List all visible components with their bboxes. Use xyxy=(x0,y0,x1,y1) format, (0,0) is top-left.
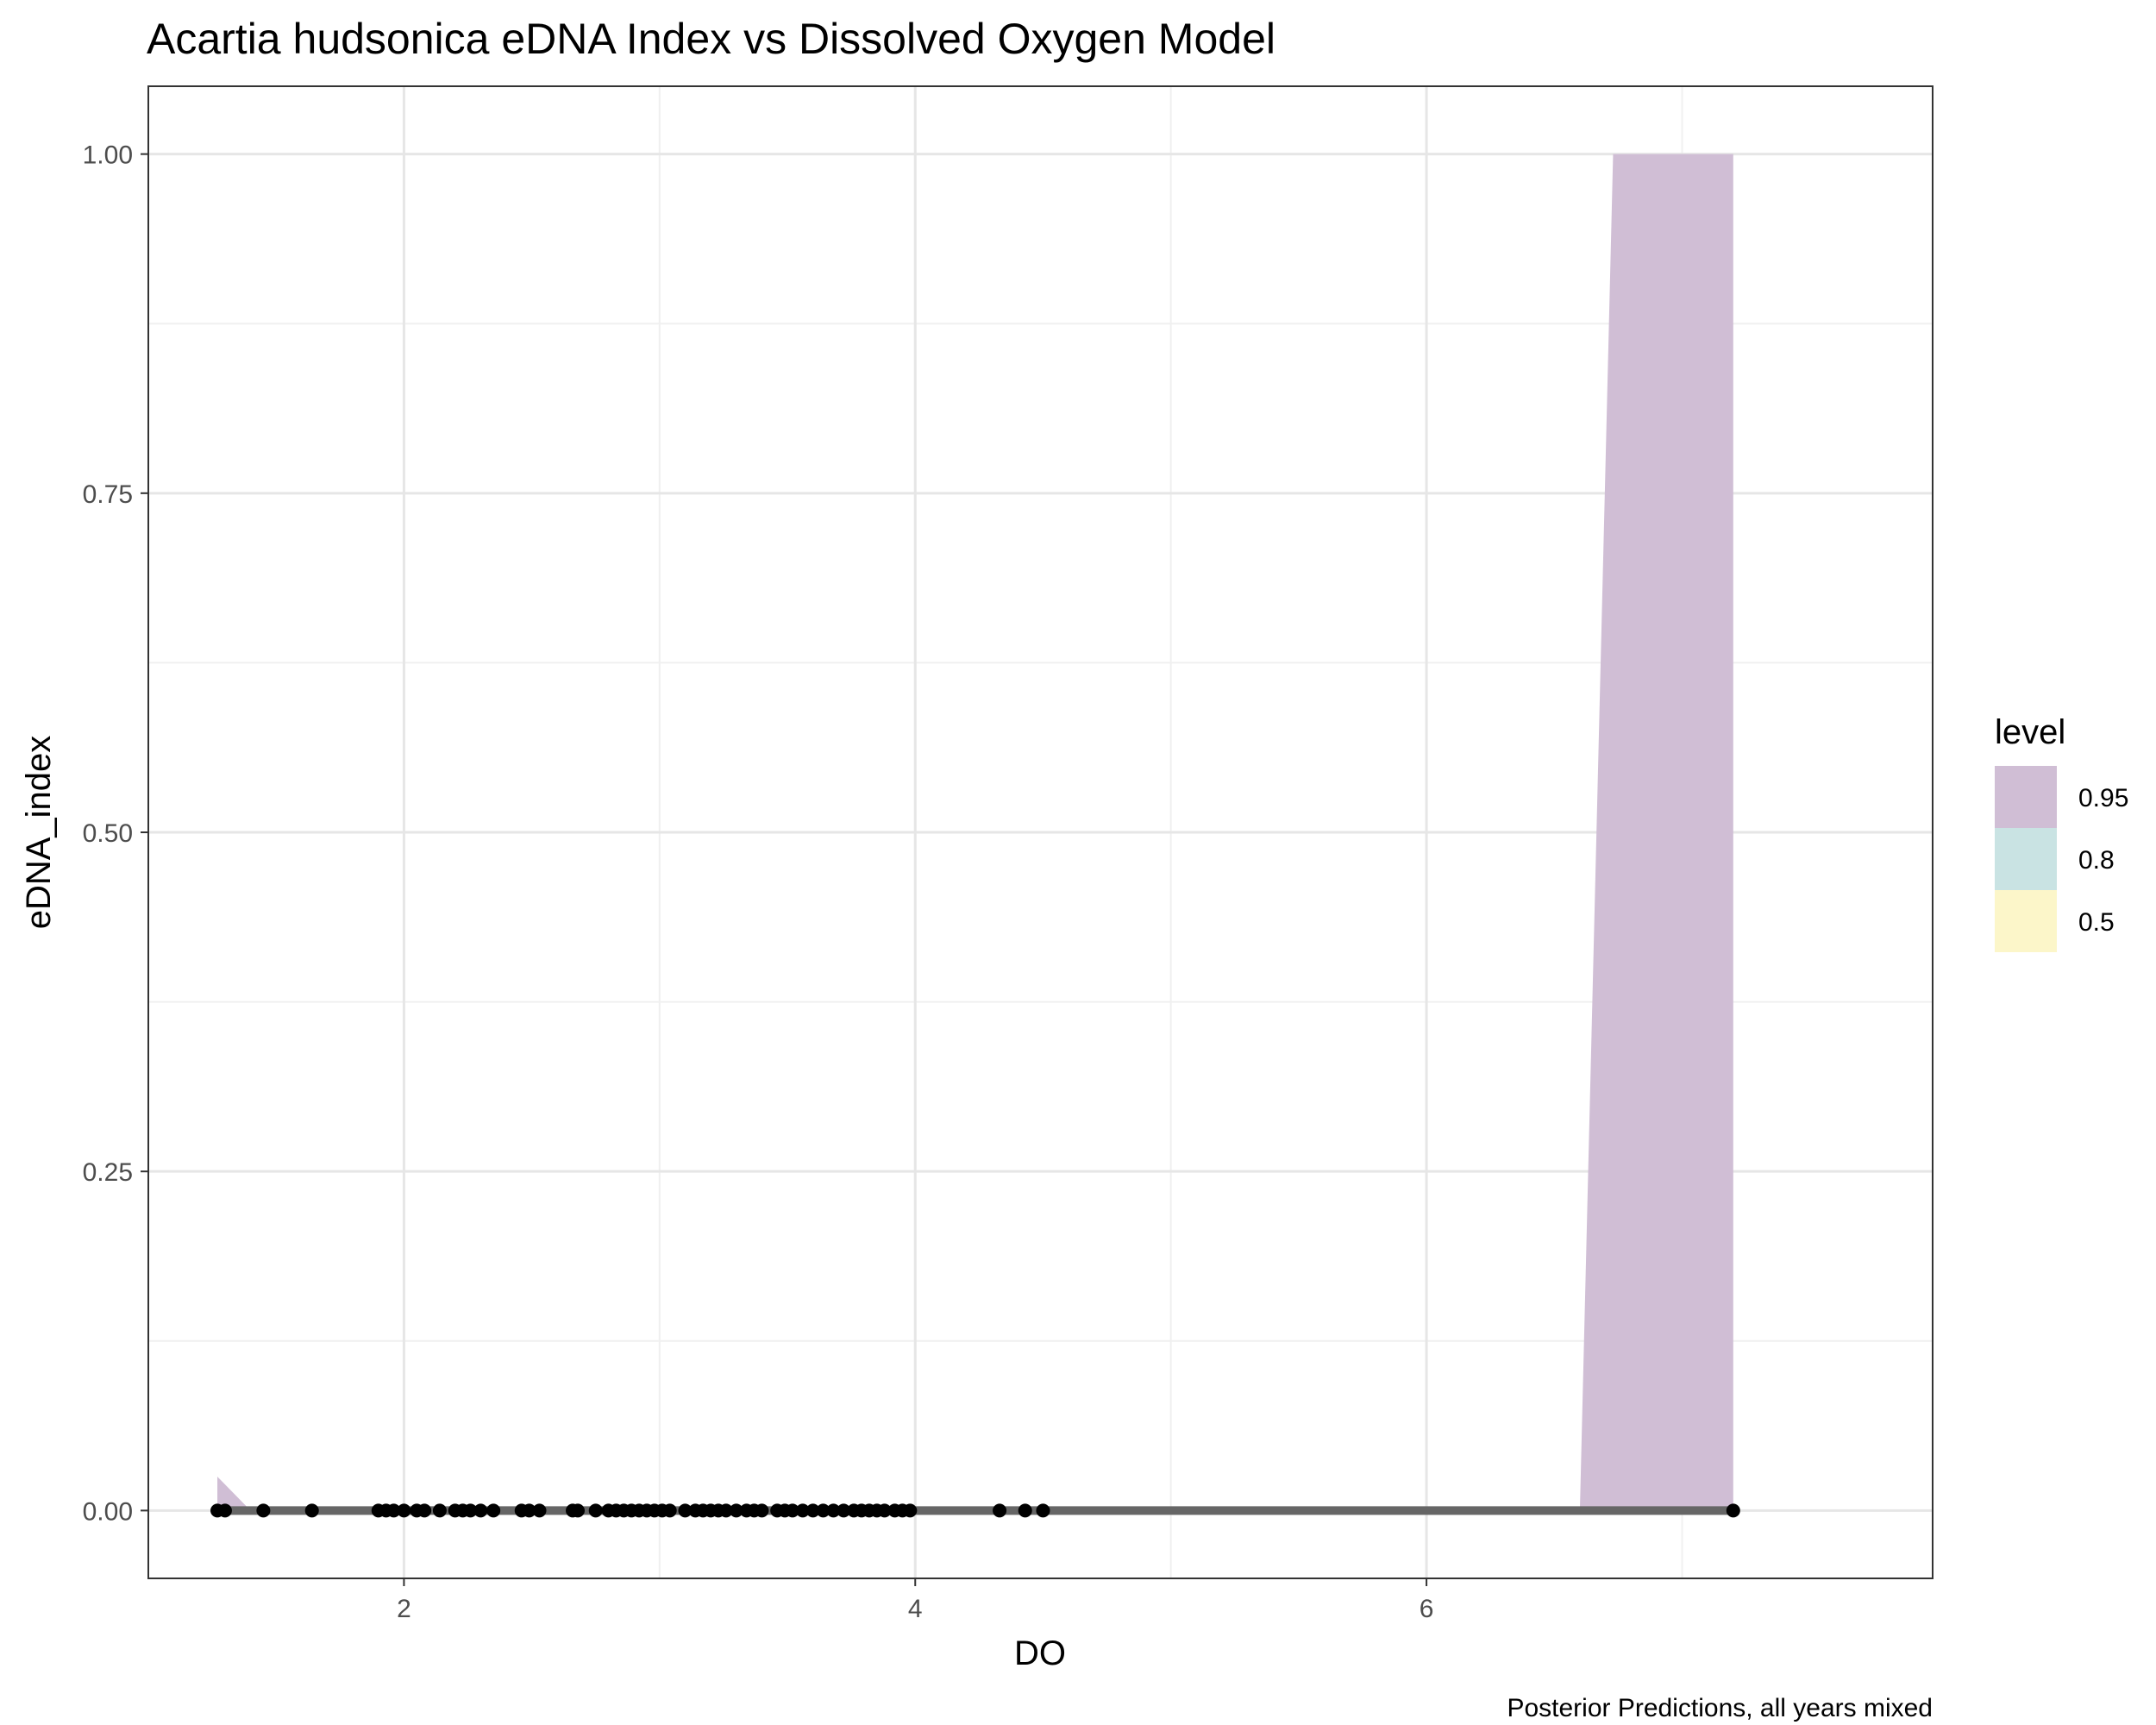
data-point xyxy=(1036,1503,1050,1518)
data-point xyxy=(432,1503,447,1518)
data-point xyxy=(662,1503,677,1518)
legend: level 0.95 0.8 0.5 xyxy=(1995,713,2128,952)
data-point xyxy=(486,1503,501,1518)
legend-keys: 0.95 0.8 0.5 xyxy=(1995,766,2128,952)
y-axis-title: eDNA_index xyxy=(20,736,58,930)
y-axis: 0.00 0.25 0.50 0.75 1.00 xyxy=(83,141,148,1526)
data-point xyxy=(397,1503,411,1518)
data-point xyxy=(522,1503,536,1518)
data-point xyxy=(256,1503,271,1518)
x-tick-label: 4 xyxy=(908,1595,923,1623)
data-point xyxy=(805,1503,820,1518)
y-tick-label: 0.00 xyxy=(83,1497,133,1526)
data-point xyxy=(386,1503,401,1518)
data-point xyxy=(1018,1503,1032,1518)
data-point xyxy=(785,1503,799,1518)
data-point xyxy=(588,1503,603,1518)
legend-title: level xyxy=(1995,713,2065,751)
x-axis: 2 4 6 xyxy=(397,1578,1433,1623)
y-tick-label: 0.75 xyxy=(83,480,133,509)
y-tick-label: 0.50 xyxy=(83,819,133,848)
data-point xyxy=(993,1503,1007,1518)
data-point xyxy=(837,1503,851,1518)
observed-points xyxy=(210,1503,1740,1518)
y-tick-label: 1.00 xyxy=(83,141,133,170)
x-tick-label: 6 xyxy=(1420,1595,1434,1623)
legend-key-swatch xyxy=(1995,828,2057,890)
data-point xyxy=(304,1503,319,1518)
legend-key-label: 0.95 xyxy=(2078,784,2128,812)
x-tick-label: 2 xyxy=(397,1595,411,1623)
legend-key-label: 0.5 xyxy=(2078,908,2115,937)
data-point xyxy=(755,1503,769,1518)
data-point xyxy=(795,1503,810,1518)
legend-key-swatch xyxy=(1995,766,2057,828)
data-point xyxy=(532,1503,547,1518)
data-point xyxy=(678,1503,693,1518)
x-axis-title: DO xyxy=(1014,1634,1066,1672)
data-point xyxy=(729,1503,743,1518)
data-point xyxy=(718,1503,733,1518)
legend-key-label: 0.8 xyxy=(2078,846,2115,875)
data-point xyxy=(1726,1503,1740,1518)
y-tick-label: 0.25 xyxy=(83,1158,133,1187)
data-point xyxy=(570,1503,585,1518)
chart-title: Acartia hudsonica eDNA Index vs Dissolve… xyxy=(147,15,1275,63)
data-point xyxy=(217,1503,232,1518)
plot-area xyxy=(147,85,1934,1579)
data-point xyxy=(816,1503,830,1518)
chart-caption: Posterior Predictions, all years mixed xyxy=(1507,1694,1933,1722)
data-point xyxy=(463,1503,478,1518)
data-point xyxy=(877,1503,892,1518)
data-point xyxy=(826,1503,841,1518)
data-point xyxy=(473,1503,488,1518)
data-point xyxy=(903,1503,918,1518)
data-point xyxy=(417,1503,432,1518)
legend-key-swatch xyxy=(1995,890,2057,952)
